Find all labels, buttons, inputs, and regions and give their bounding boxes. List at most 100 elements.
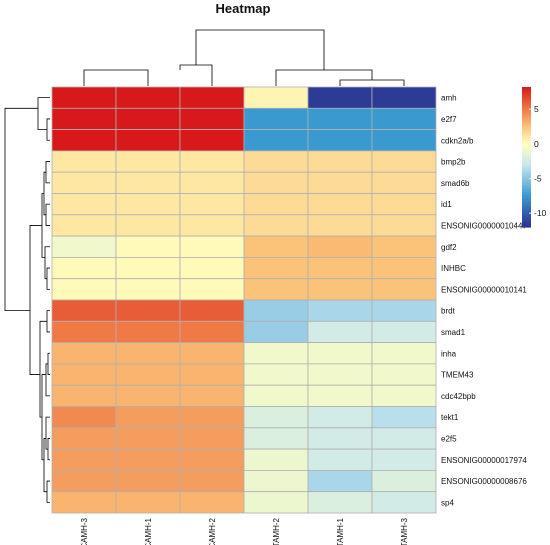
heatmap-cell — [371, 86, 437, 109]
heatmap-cell — [243, 235, 309, 258]
colorbar-segment — [522, 187, 531, 191]
colorbar-segment — [522, 168, 531, 172]
heatmap-cell — [243, 171, 309, 194]
heatmap-cell — [51, 235, 117, 258]
heatmap-cell — [115, 129, 181, 152]
row-dendrogram-link — [44, 246, 50, 280]
colorbar-segment — [522, 157, 531, 160]
row-dendrogram-link — [4, 107, 38, 312]
colorbar-segment — [522, 136, 531, 139]
row-dendrogram-link — [29, 225, 42, 375]
heatmap-cell — [51, 193, 117, 216]
heatmap-cell — [307, 406, 373, 429]
colorbar-segment — [522, 154, 531, 158]
heatmap-cell — [115, 491, 181, 514]
column-dendrogram-link — [339, 79, 405, 86]
heatmap-cell — [51, 299, 117, 322]
heatmap-cell — [179, 448, 245, 471]
colorbar-segment — [522, 108, 531, 111]
heatmap-cell — [371, 406, 437, 429]
row-label: e2f7 — [441, 115, 457, 124]
heatmap-cell — [115, 427, 181, 450]
row-label: INHBC — [441, 264, 466, 273]
colorbar-segment — [522, 138, 531, 142]
row-label: tekt1 — [441, 413, 459, 422]
column-dendrogram-link — [83, 69, 149, 86]
heatmap-cell — [115, 256, 181, 280]
heatmap-cell — [115, 363, 181, 386]
column-label: TAMH-2 — [272, 517, 281, 545]
heatmap-cell — [243, 256, 309, 280]
heatmap-cell — [371, 363, 437, 386]
colorbar-segment — [522, 87, 531, 90]
heatmap-cell — [371, 235, 437, 258]
heatmap-cell — [307, 384, 373, 407]
colorbar-segment — [522, 150, 531, 153]
heatmap-cell — [243, 320, 309, 343]
colorbar-tick-label: 5 — [534, 104, 539, 114]
row-label: ENSONIG00000010141 — [441, 285, 527, 294]
heatmap-cell — [307, 193, 373, 216]
colorbar-segment — [522, 129, 531, 132]
colorbar-segment — [522, 189, 531, 193]
colorbar-segment — [522, 180, 531, 184]
colorbar-segment — [522, 145, 531, 149]
row-label: ENSONIG00000010447 — [441, 221, 527, 230]
colorbar-segment — [522, 105, 531, 109]
heatmap-cell — [371, 193, 437, 216]
row-labels: amh e2f7 cdkn2a/b bmp2b smad6b id1 ENSONIG0000… — [441, 94, 527, 508]
row-dendrogram-link — [45, 161, 50, 184]
colorbar-segment — [522, 178, 531, 181]
colorbar-segment — [522, 124, 531, 128]
heatmap-cell — [371, 342, 437, 365]
colorbar-segment — [522, 103, 531, 107]
colorbar-segment — [522, 224, 531, 228]
heatmap-cell — [307, 320, 373, 343]
colorbar-segment — [522, 175, 531, 179]
colorbar-segment — [522, 152, 531, 156]
heatmap-cell — [179, 150, 245, 173]
heatmap-cell — [179, 278, 245, 301]
row-dendrogram-link — [46, 118, 50, 141]
heatmap-cell — [371, 448, 437, 471]
row-label: cdc42bpb — [441, 392, 476, 401]
row-label: TMEM43 — [441, 371, 474, 380]
heatmap-cell — [307, 491, 373, 514]
heatmap-cell — [307, 150, 373, 173]
row-label: inha — [441, 349, 457, 358]
heatmap-cell — [243, 129, 309, 152]
colorbar-segment — [522, 164, 531, 167]
heatmap-cell — [115, 107, 181, 131]
heatmap-cell — [307, 469, 373, 493]
colorbar-segment — [522, 131, 531, 135]
colorbar-segment — [522, 203, 531, 207]
colorbar-segment — [522, 161, 531, 165]
row-label: brdt — [441, 307, 456, 316]
heatmap-cell — [179, 214, 245, 237]
heatmap-cell — [243, 299, 309, 322]
row-dendrogram-link — [47, 438, 50, 461]
row-label: cdkn2a/b — [441, 136, 474, 145]
heatmap-cell — [307, 278, 373, 301]
column-label: TAMH-3 — [400, 517, 409, 545]
heatmap-cell — [243, 448, 309, 471]
colorbar-segment — [522, 101, 531, 104]
row-dendrogram-link — [46, 480, 50, 503]
heatmap-cell — [115, 171, 181, 194]
row-label: ENSONIG00000017974 — [441, 456, 527, 465]
heatmap-cell — [243, 384, 309, 407]
colorbar-segment — [522, 143, 531, 146]
heatmap-cell — [243, 469, 309, 493]
colorbar-segment — [522, 112, 531, 116]
column-label: CAMH-1 — [144, 517, 153, 545]
heatmap-cell — [243, 342, 309, 365]
row-dendrogram-link — [37, 97, 50, 130]
colorbar-segment — [522, 96, 531, 100]
heatmap-cell — [307, 299, 373, 322]
colorbar-segment — [522, 98, 531, 102]
row-dendrogram-link — [46, 267, 50, 290]
heatmap-cell — [115, 150, 181, 173]
heatmap-cell — [243, 150, 309, 173]
heatmap-cell — [307, 171, 373, 194]
heatmap-cell — [307, 256, 373, 280]
